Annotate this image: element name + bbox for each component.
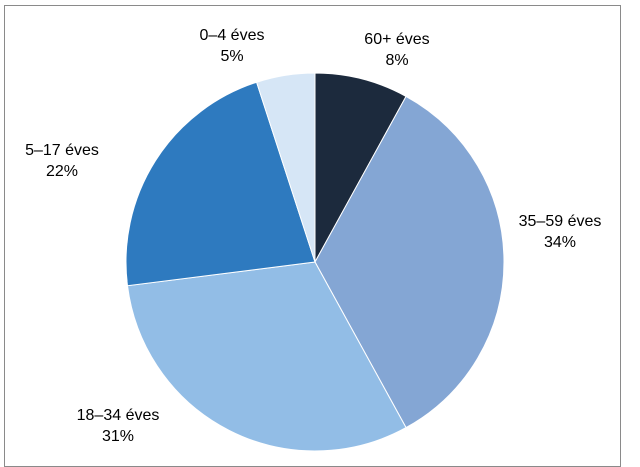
slice-label-2: 18–34 éves [77,407,160,424]
slice-value-label-3: 22% [46,163,78,180]
slice-label-1: 35–59 éves [519,213,602,230]
slice-value-label-2: 31% [102,428,134,445]
pie-slice-0 [314,72,407,263]
pie-slice-4 [255,72,316,263]
slice-label-3: 5–17 éves [25,142,99,159]
pie-slice-1 [314,95,505,429]
slice-label-0: 60+ éves [364,31,429,48]
slice-value-label-4: 5% [220,48,243,65]
slice-label-4: 0–4 éves [200,27,265,44]
pie-slice-2 [126,261,407,452]
slice-value-label-0: 8% [385,52,408,69]
slice-value-label-1: 34% [544,234,576,251]
pie-slice-3 [125,81,316,287]
